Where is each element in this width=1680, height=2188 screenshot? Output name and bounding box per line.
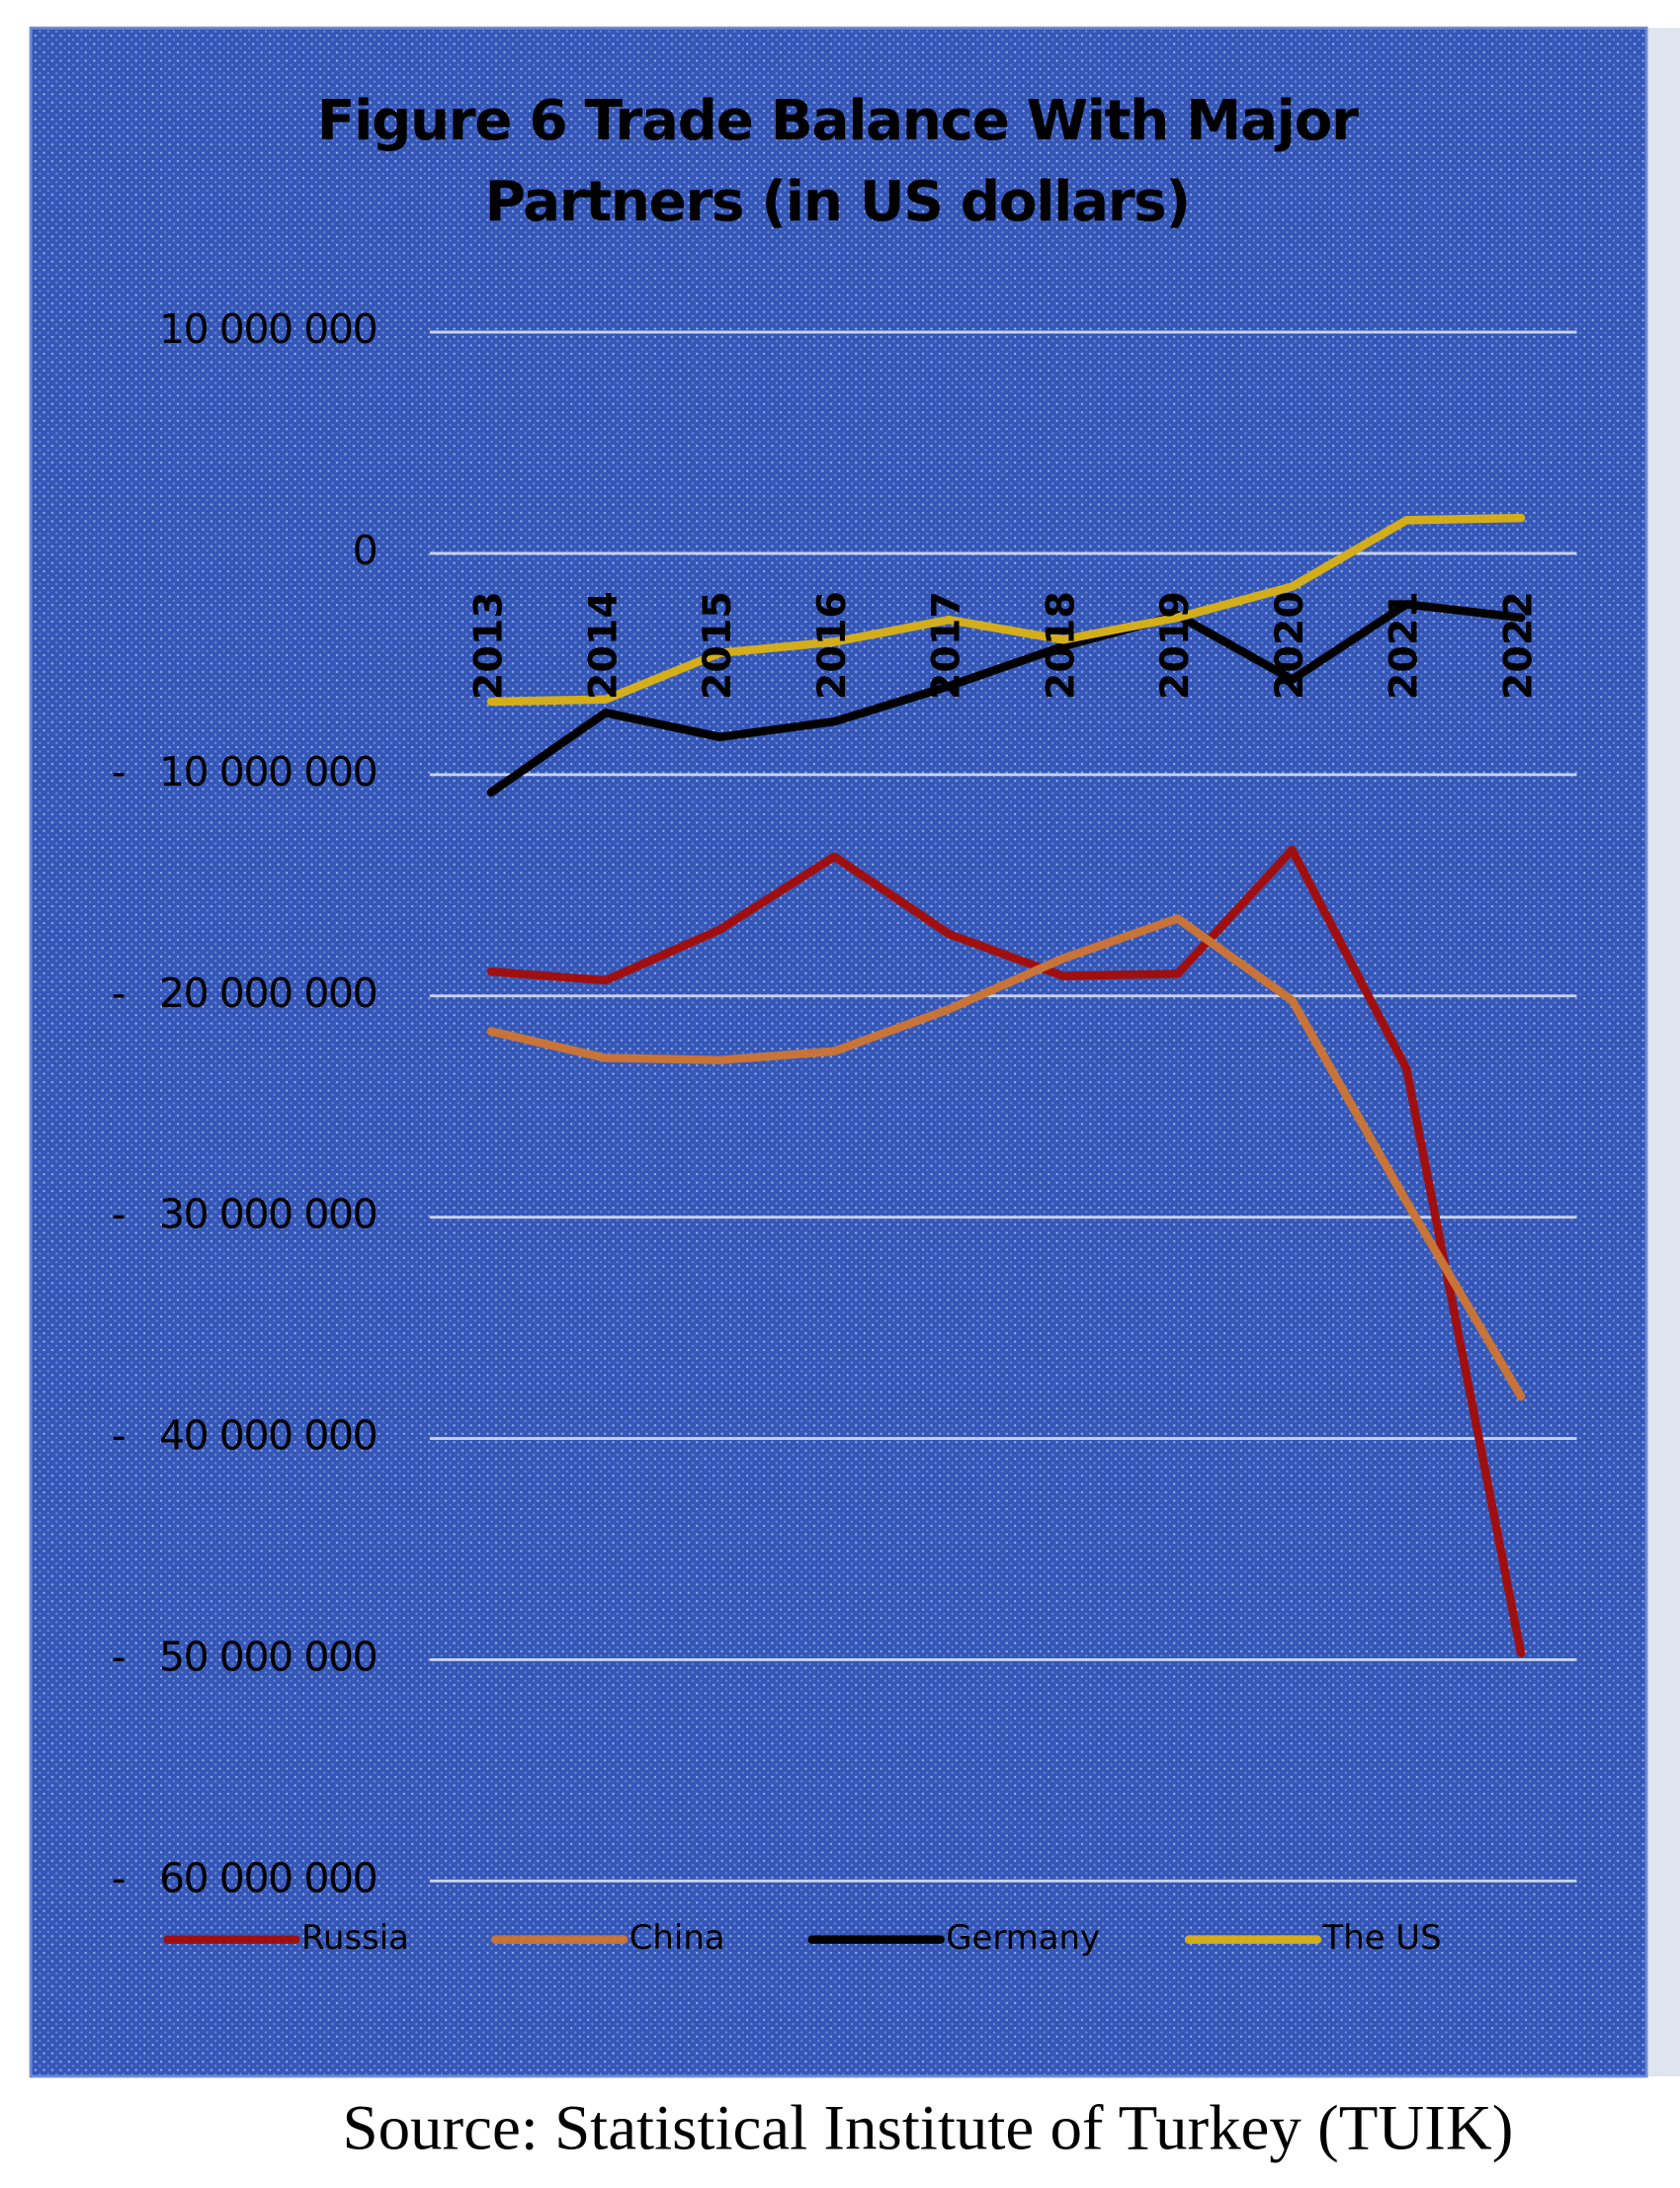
x-tick-label: 2015: [695, 591, 740, 700]
x-tick-label: 2018: [1038, 591, 1083, 700]
y-tick-label: 0: [353, 527, 378, 574]
legend-label: Russia: [301, 1918, 409, 1957]
source-note: Source: Statistical Institute of Turkey …: [342, 2092, 1513, 2163]
x-tick-label: 2022: [1496, 591, 1542, 700]
x-tick-label: 2016: [809, 591, 855, 700]
series-line: [486, 513, 1526, 707]
labels: 10 000 000 0 - 10 000 000 - 20 000 000 - 30 …: [112, 305, 1542, 1957]
y-tick-label: - 60 000 000: [112, 1854, 377, 1901]
chart-title: Figure 6 Trade Balance With Major Partne…: [316, 89, 1359, 235]
grid: [429, 330, 1577, 1883]
series-line: [486, 845, 1526, 1657]
legend-label: Germany: [946, 1918, 1100, 1957]
y-tick-label: - 40 000 000: [112, 1412, 377, 1460]
title-box: Figure 6 Trade Balance With Major Partne…: [316, 89, 1359, 235]
x-tick-label: 2021: [1382, 591, 1427, 700]
y-tick-label: 10 000 000: [159, 305, 377, 353]
legend-label: China: [630, 1918, 725, 1957]
y-tick-label: - 30 000 000: [112, 1191, 377, 1238]
x-tick-label: 2013: [466, 591, 512, 700]
y-tick-label: - 50 000 000: [112, 1633, 377, 1680]
series-line: [486, 600, 1526, 798]
x-tick-label: 2020: [1267, 591, 1312, 700]
series-line: [486, 914, 1526, 1401]
x-tick-label: 2017: [924, 591, 969, 700]
x-tick-label: 2014: [580, 591, 626, 700]
y-tick-label: - 10 000 000: [112, 748, 377, 796]
legend-label: The US: [1322, 1918, 1442, 1957]
x-tick-label: 2019: [1152, 591, 1198, 700]
y-tick-label: - 20 000 000: [112, 969, 377, 1017]
side-strip: [1646, 28, 1680, 2077]
series-lines: [486, 513, 1526, 1657]
